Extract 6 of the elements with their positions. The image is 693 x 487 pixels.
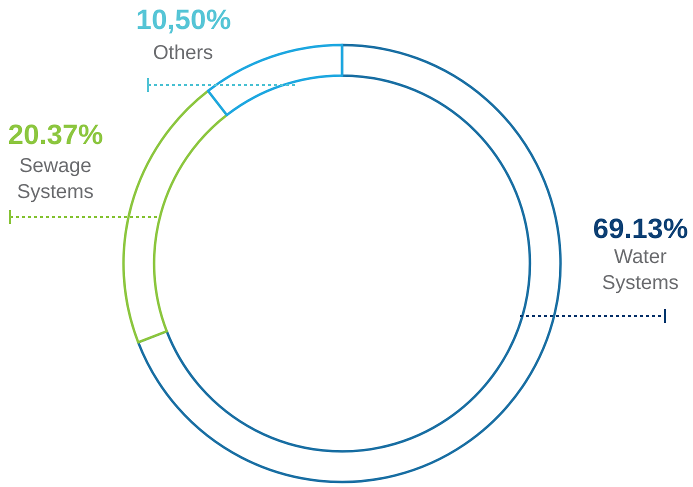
slice-label: Sewage Systems — [17, 155, 94, 203]
slice-label: Water Systems — [602, 246, 679, 294]
data-label: 20.37% — [8, 119, 104, 150]
slice-label: Others — [153, 42, 214, 64]
data-label: 10,50% — [136, 4, 232, 35]
data-label: 69.13% — [593, 213, 688, 244]
